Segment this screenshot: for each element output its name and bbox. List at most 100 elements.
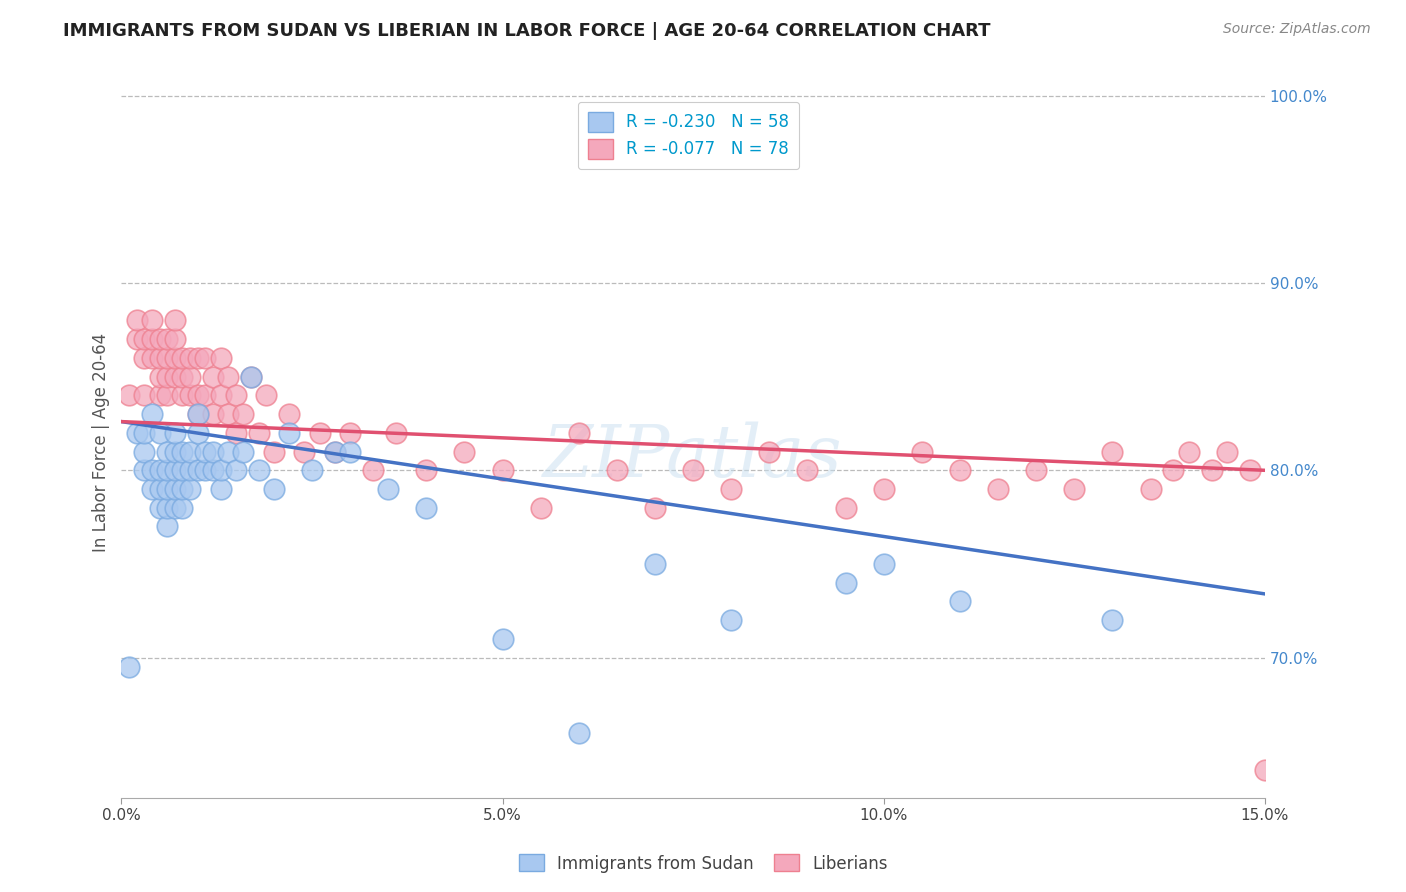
Point xyxy=(491,632,513,646)
Point xyxy=(644,557,666,571)
Point xyxy=(1139,482,1161,496)
Point xyxy=(141,482,163,496)
Point xyxy=(172,463,194,477)
Point xyxy=(1239,463,1261,477)
Point xyxy=(263,482,285,496)
Point xyxy=(148,369,170,384)
Point xyxy=(163,444,186,458)
Point xyxy=(209,482,232,496)
Point xyxy=(568,425,591,440)
Point xyxy=(415,463,437,477)
Point xyxy=(156,369,179,384)
Point xyxy=(134,425,156,440)
Point xyxy=(278,407,301,421)
Point xyxy=(263,444,285,458)
Point xyxy=(156,444,179,458)
Point xyxy=(209,388,232,402)
Point xyxy=(1025,463,1047,477)
Point xyxy=(172,388,194,402)
Point xyxy=(308,425,330,440)
Point xyxy=(156,388,179,402)
Point xyxy=(179,463,201,477)
Text: Source: ZipAtlas.com: Source: ZipAtlas.com xyxy=(1223,22,1371,37)
Point xyxy=(163,332,186,346)
Point xyxy=(187,407,209,421)
Point xyxy=(179,482,201,496)
Y-axis label: In Labor Force | Age 20-64: In Labor Force | Age 20-64 xyxy=(93,333,110,552)
Point xyxy=(217,369,239,384)
Point xyxy=(148,463,170,477)
Point xyxy=(225,463,247,477)
Point xyxy=(172,500,194,515)
Point xyxy=(720,613,742,627)
Point xyxy=(232,444,254,458)
Point xyxy=(194,388,217,402)
Point xyxy=(156,332,179,346)
Point xyxy=(156,482,179,496)
Point xyxy=(254,388,277,402)
Point xyxy=(1201,463,1223,477)
Legend: Immigrants from Sudan, Liberians: Immigrants from Sudan, Liberians xyxy=(512,847,894,880)
Point xyxy=(201,444,224,458)
Point xyxy=(163,500,186,515)
Point xyxy=(796,463,818,477)
Point xyxy=(134,444,156,458)
Point xyxy=(225,388,247,402)
Point xyxy=(187,463,209,477)
Point xyxy=(323,444,346,458)
Point xyxy=(491,463,513,477)
Point xyxy=(148,482,170,496)
Point xyxy=(949,463,972,477)
Point xyxy=(1177,444,1199,458)
Point xyxy=(873,557,896,571)
Point xyxy=(179,388,201,402)
Text: IMMIGRANTS FROM SUDAN VS LIBERIAN IN LABOR FORCE | AGE 20-64 CORRELATION CHART: IMMIGRANTS FROM SUDAN VS LIBERIAN IN LAB… xyxy=(63,22,991,40)
Point xyxy=(247,425,270,440)
Point xyxy=(141,351,163,365)
Point xyxy=(118,388,141,402)
Point xyxy=(217,444,239,458)
Point xyxy=(172,369,194,384)
Point xyxy=(361,463,384,477)
Point xyxy=(385,425,408,440)
Point xyxy=(209,463,232,477)
Point xyxy=(194,444,217,458)
Point xyxy=(453,444,475,458)
Point xyxy=(148,332,170,346)
Point xyxy=(834,500,856,515)
Point xyxy=(187,425,209,440)
Point xyxy=(225,425,247,440)
Point xyxy=(141,313,163,327)
Point xyxy=(301,463,323,477)
Point xyxy=(606,463,628,477)
Point xyxy=(141,332,163,346)
Point xyxy=(758,444,780,458)
Point xyxy=(415,500,437,515)
Point xyxy=(141,407,163,421)
Point xyxy=(720,482,742,496)
Point xyxy=(125,313,148,327)
Point xyxy=(201,463,224,477)
Point xyxy=(134,463,156,477)
Point xyxy=(911,444,934,458)
Point xyxy=(1216,444,1239,458)
Point xyxy=(247,463,270,477)
Point xyxy=(134,332,156,346)
Point xyxy=(217,407,239,421)
Point xyxy=(1101,613,1123,627)
Point xyxy=(194,463,217,477)
Point xyxy=(323,444,346,458)
Point xyxy=(292,444,315,458)
Point xyxy=(1101,444,1123,458)
Point xyxy=(201,407,224,421)
Point xyxy=(1163,463,1185,477)
Point xyxy=(278,425,301,440)
Point xyxy=(163,313,186,327)
Point xyxy=(194,351,217,365)
Point xyxy=(240,369,263,384)
Point xyxy=(530,500,553,515)
Point xyxy=(156,500,179,515)
Point xyxy=(682,463,704,477)
Point xyxy=(377,482,399,496)
Point xyxy=(118,660,141,674)
